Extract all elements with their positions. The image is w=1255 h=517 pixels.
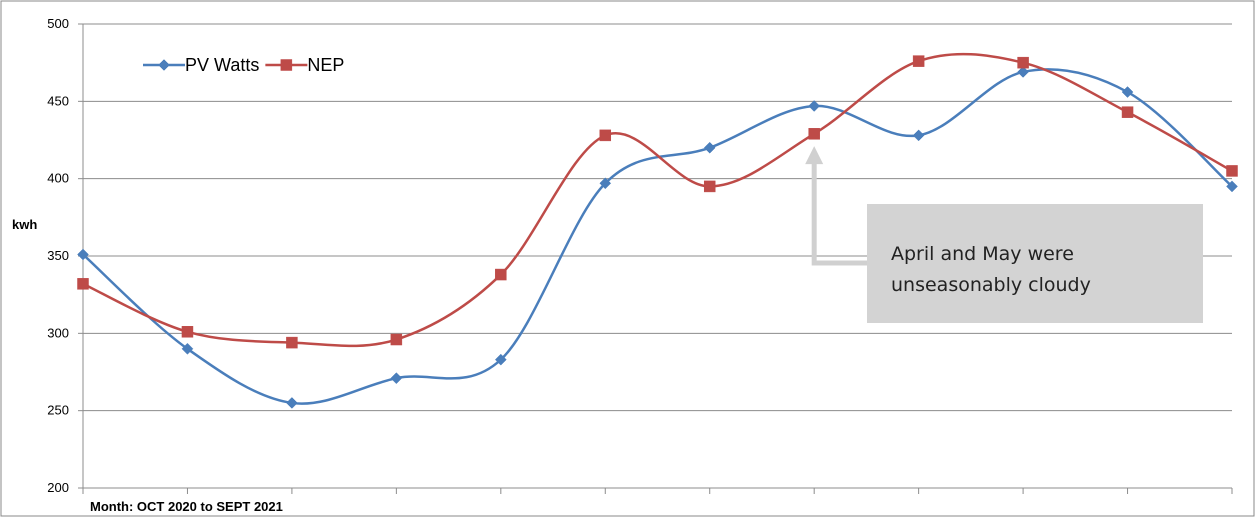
annotation-text-line: April and May were (891, 243, 1074, 265)
axes: 200 250 300 350 400 450 500 (47, 16, 1233, 495)
series-group (77, 52, 1238, 409)
data-point (1017, 56, 1029, 69)
data-point (286, 336, 298, 349)
data-point (1121, 86, 1134, 98)
data-point (390, 333, 403, 346)
legend-label-1: PV Watts (185, 55, 259, 75)
annotation-arrow-head (805, 146, 824, 165)
data-point (808, 128, 820, 140)
y-tick-label: 500 (47, 16, 69, 31)
annotation-box (867, 204, 1203, 323)
data-point (808, 100, 821, 112)
data-point (599, 177, 612, 190)
data-point (77, 248, 89, 261)
data-point (181, 326, 194, 338)
annotation-text-line: unseasonably cloudy (891, 274, 1091, 296)
y-tick-label: 300 (47, 325, 69, 340)
annotation-arrow-shaft (811, 162, 867, 266)
x-axis-title: Month: OCT 2020 to SEPT 2021 (90, 499, 283, 514)
data-point (599, 129, 612, 142)
data-point (181, 342, 194, 355)
legend-marker-2 (280, 59, 293, 71)
y-axis-title: kwh (12, 217, 37, 232)
y-tick-label: 450 (47, 93, 69, 108)
legend-marker-1 (158, 59, 170, 71)
data-point (1121, 106, 1134, 118)
y-tick-label: 350 (47, 248, 69, 263)
data-point (912, 129, 925, 142)
y-tick-label: 250 (47, 403, 69, 418)
data-point (495, 268, 507, 281)
annotation: April and May were unseasonably cloudy (805, 146, 1203, 323)
data-point (390, 372, 403, 385)
data-point (286, 397, 298, 409)
data-point (1226, 165, 1238, 177)
data-point (77, 278, 89, 290)
legend-label-2: NEP (307, 55, 344, 75)
y-tick-label: 400 (47, 171, 69, 186)
grid (83, 23, 1232, 412)
data-point (912, 55, 925, 67)
data-point (494, 353, 507, 366)
data-point (703, 141, 716, 154)
data-point (1226, 180, 1238, 193)
y-tick-label: 200 (47, 480, 69, 495)
legend: PV Watts NEP (143, 55, 344, 75)
data-point (1017, 66, 1029, 78)
data-point (703, 180, 716, 193)
